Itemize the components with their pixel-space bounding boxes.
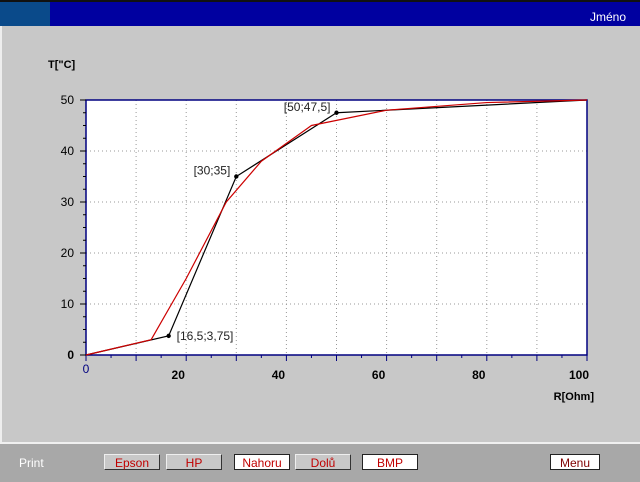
x-tick-label: 60 [372,368,386,382]
logo [0,2,50,28]
data-point-marker [234,174,239,179]
chart-panel: 0 20 40 60 80 100 0 10 20 30 40 50 T["C] R[Ohm] [16,5;… [0,26,640,442]
x-tick-label: 20 [172,368,186,382]
y-tick-label: 20 [61,246,75,260]
x-axis-label: R[Ohm] [554,391,595,403]
y-tick-label: 0 [67,348,74,362]
x-tick-label: 40 [272,368,286,382]
menu-button[interactable]: Menu [550,454,600,470]
y-tick-label: 30 [61,195,75,209]
epson-button[interactable]: Epson [104,454,160,470]
bottom-toolbar: Print Epson HP Nahoru Dolů BMP Menu [0,442,640,482]
data-point-label: [50;47,5] [284,100,331,114]
data-point-label: [30;35] [194,164,231,178]
y-tick-label: 50 [61,93,75,107]
print-label: Print [19,456,44,470]
x-tick-label: 0 [83,362,90,376]
bmp-button[interactable]: BMP [362,454,418,470]
dolu-button[interactable]: Dolů [295,454,351,470]
data-point-marker [334,110,339,115]
data-point-label: [16,5;3,75] [177,329,234,343]
y-tick-label: 10 [61,297,75,311]
y-axis-label: T["C] [48,59,76,71]
chart: 0 20 40 60 80 100 0 10 20 30 40 50 T["C] R[Ohm] [16,5;… [48,59,595,403]
user-name: Jméno [589,10,626,24]
x-tick-label: 80 [472,368,486,382]
hp-button[interactable]: HP [166,454,222,470]
title-bar: Jméno [0,0,640,28]
data-point-marker [166,333,171,339]
y-tick-label: 40 [61,144,75,158]
fitted-curve [85,99,588,356]
x-tick-label: 100 [569,368,589,382]
nahoru-button[interactable]: Nahoru [234,454,290,470]
